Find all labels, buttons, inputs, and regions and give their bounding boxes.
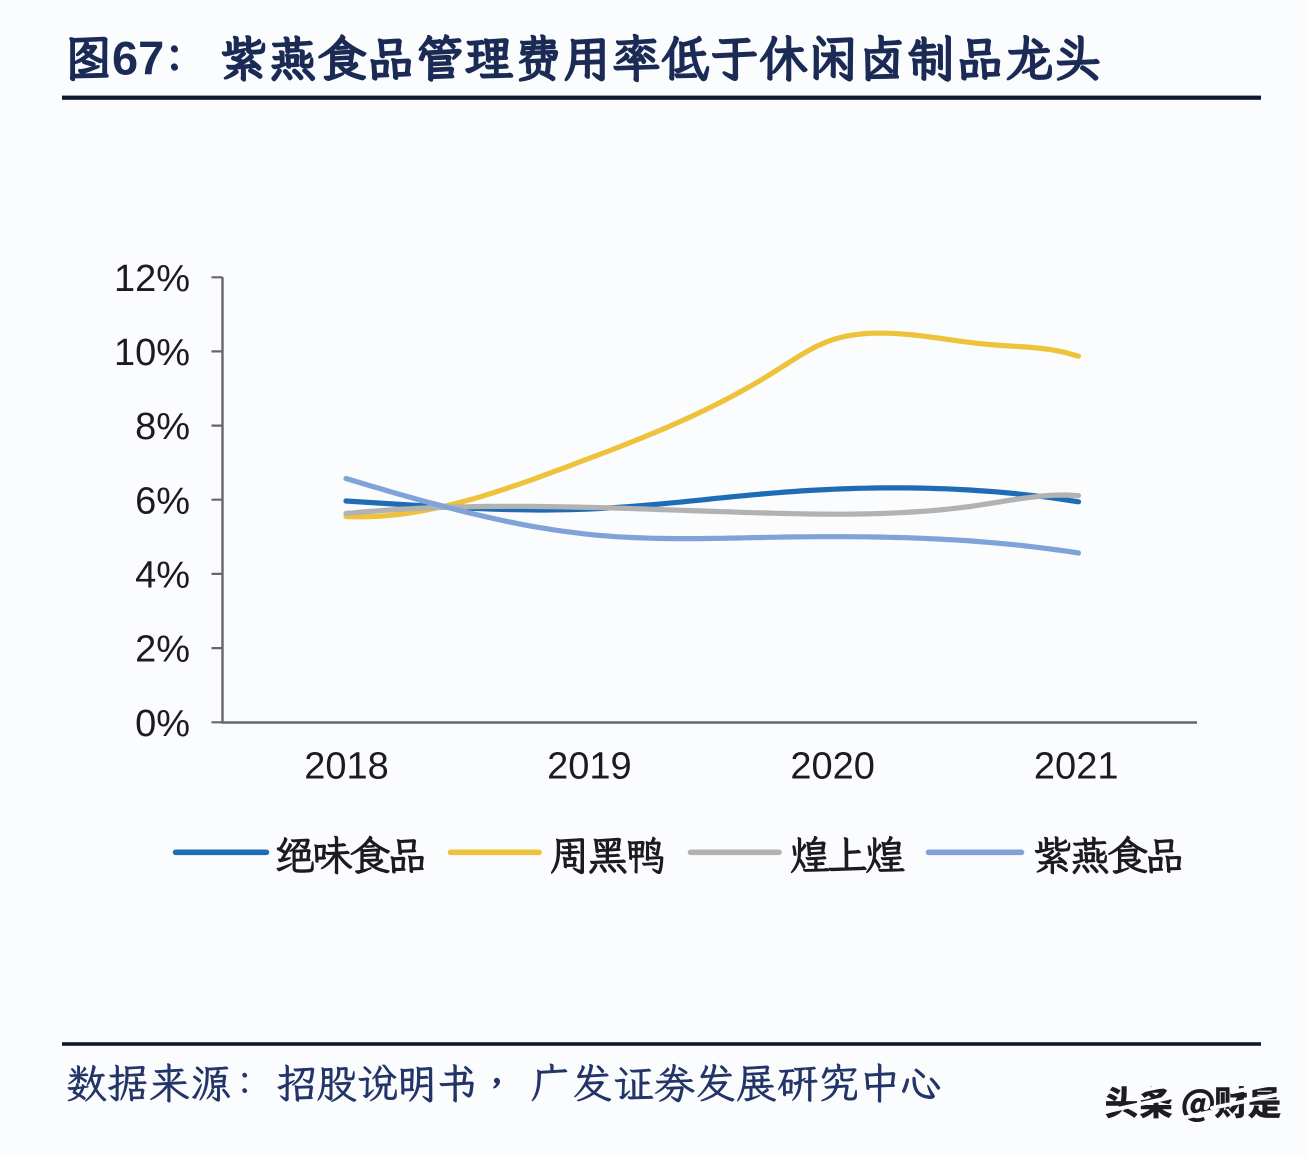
svg-text:2021: 2021 xyxy=(1034,746,1119,788)
svg-text:2019: 2019 xyxy=(547,746,632,788)
svg-text:67: 67 xyxy=(112,32,164,85)
svg-text:12%: 12% xyxy=(114,258,190,300)
svg-text:4%: 4% xyxy=(135,555,190,597)
svg-text:2%: 2% xyxy=(135,629,190,671)
svg-text:2018: 2018 xyxy=(304,746,389,788)
svg-text:10%: 10% xyxy=(114,332,190,374)
svg-text:8%: 8% xyxy=(135,406,190,448)
svg-text:2020: 2020 xyxy=(790,746,875,788)
svg-text:6%: 6% xyxy=(135,480,190,522)
svg-text:0%: 0% xyxy=(135,703,190,745)
